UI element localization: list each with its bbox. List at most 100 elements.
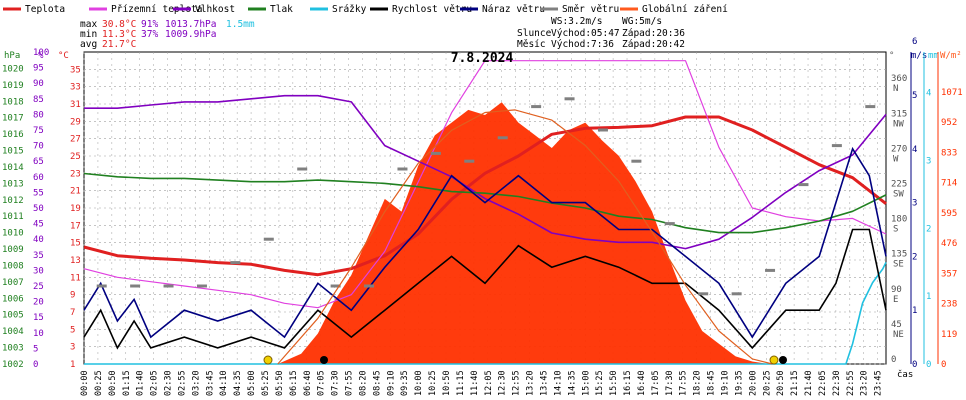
direction-label: SE (893, 260, 904, 270)
series-line (84, 94, 887, 250)
time-unit: čas (897, 369, 913, 380)
rain-tick: 2 (926, 224, 931, 234)
max-temp: 30.8°C (102, 19, 136, 30)
solar-tick: 714 (941, 179, 957, 189)
humidity-tick: 0 (33, 360, 38, 370)
temperature-tick: 17 (70, 221, 81, 231)
temperature-tick: 29 (70, 117, 81, 127)
time-tick: 21:15 (790, 370, 800, 396)
wind-direction-mark (631, 159, 642, 163)
legend-label: Náraz větru (482, 4, 545, 15)
solar-tick: 1071 (941, 88, 963, 98)
time-tick: 04:35 (233, 370, 243, 396)
time-tick: 14:10 (553, 370, 563, 396)
wind-direction-mark (564, 97, 575, 101)
direction-tick: 180 (891, 215, 907, 225)
moon-label: Měsíc (517, 39, 546, 50)
time-tick: 17:30 (665, 370, 675, 396)
time-tick: 15:50 (609, 370, 619, 396)
max-rain: 1.5mm (226, 19, 255, 30)
direction-label: N (893, 84, 898, 94)
time-tick: 00:50 (108, 370, 118, 396)
humidity-tick: 40 (33, 235, 44, 245)
pressure-tick: 1004 (2, 327, 24, 337)
solar-tick: 595 (941, 209, 957, 219)
wind-direction-mark (330, 284, 341, 288)
wind-direction-mark (865, 105, 876, 109)
time-tick: 18:20 (693, 370, 703, 396)
wind-direction-mark (96, 284, 107, 288)
time-tick: 01:40 (136, 370, 146, 396)
wind-direction-mark (163, 284, 174, 288)
series-line (83, 60, 887, 309)
wind-tick: 4 (912, 145, 917, 155)
sun-moon-block: WS:3.2m/s WG:5m/s Slunce Východ:05:47 Zá… (517, 16, 685, 50)
legend-label: Přízemní teplota (111, 4, 203, 15)
time-tick: 23:45 (874, 370, 884, 396)
humidity-tick: 15 (33, 313, 44, 323)
pressure-tick: 1012 (2, 196, 24, 206)
time-tick: 16:40 (637, 370, 647, 396)
pressure-tick: 1020 (2, 64, 24, 74)
humidity-tick: 60 (33, 173, 44, 183)
pressure-tick: 1003 (2, 344, 24, 354)
sunrise: Východ:05:47 (551, 28, 620, 39)
legend-label: Vlhkost (195, 4, 235, 15)
rain-tick: 0 (926, 360, 931, 370)
min-pressure: 1009.9hPa (165, 29, 216, 40)
sunset: Západ:20:36 (622, 28, 685, 39)
sunrise-marker (263, 355, 273, 365)
time-tick: 14:35 (567, 370, 577, 396)
time-tick: 00:00 (80, 370, 90, 396)
humidity-tick: 30 (33, 266, 44, 276)
avg-label: avg (80, 39, 97, 50)
rain-tick: 3 (926, 157, 931, 167)
series-line (83, 146, 887, 339)
time-tick: 12:30 (498, 370, 508, 396)
temperature-tick: 13 (70, 256, 81, 266)
humidity-tick: 50 (33, 204, 44, 214)
wind-direction-mark (130, 284, 141, 288)
time-tick: 05:25 (261, 370, 271, 396)
time-tick: 12:55 (512, 370, 522, 396)
time-tick: 13:45 (539, 370, 549, 396)
temperature-tick: 3 (70, 343, 75, 353)
pressure-tick: 1015 (2, 147, 24, 157)
humidity-tick: 20 (33, 298, 44, 308)
direction-label: S (893, 225, 898, 235)
time-tick: 04:10 (219, 370, 229, 396)
temperature-tick: 31 (70, 100, 81, 110)
direction-tick: 270 (891, 144, 907, 154)
solar-tick: 119 (941, 330, 957, 340)
wind-unit: m/s (911, 51, 927, 61)
wind-direction-mark (397, 167, 408, 171)
legend-label: Globální záření (642, 4, 728, 15)
temperature-tick: 7 (70, 308, 75, 318)
direction-tick: 90 (891, 285, 902, 295)
time-tick: 07:55 (345, 370, 355, 396)
time-tick: 00:25 (94, 370, 104, 396)
time-tick: 17:05 (651, 370, 661, 396)
humidity-tick: 75 (33, 126, 44, 136)
direction-tick: 360 (891, 74, 907, 84)
wind-direction-mark (464, 159, 475, 163)
wind-tick: 1 (912, 306, 917, 316)
min-label: min (80, 29, 97, 40)
time-tick: 19:35 (734, 370, 744, 396)
pressure-tick: 1002 (2, 360, 24, 370)
wind-direction-mark (698, 292, 709, 296)
wind-direction-mark (297, 167, 308, 171)
moonrise: Východ:7:36 (551, 39, 614, 50)
time-tick: 15:25 (595, 370, 605, 396)
rain-unit: mm (928, 51, 939, 61)
humidity-tick: 25 (33, 282, 44, 292)
temperature-unit: °C (58, 51, 69, 61)
pressure-tick: 1013 (2, 179, 24, 189)
wind-direction-mark (230, 261, 241, 265)
humidity-tick: 5 (33, 344, 38, 354)
moonset: Západ:20:42 (622, 39, 685, 50)
legend-label: Rychlost větru (392, 4, 472, 15)
temperature-tick: 21 (70, 187, 81, 197)
direction-label: W (893, 154, 899, 164)
series-line (84, 261, 887, 365)
